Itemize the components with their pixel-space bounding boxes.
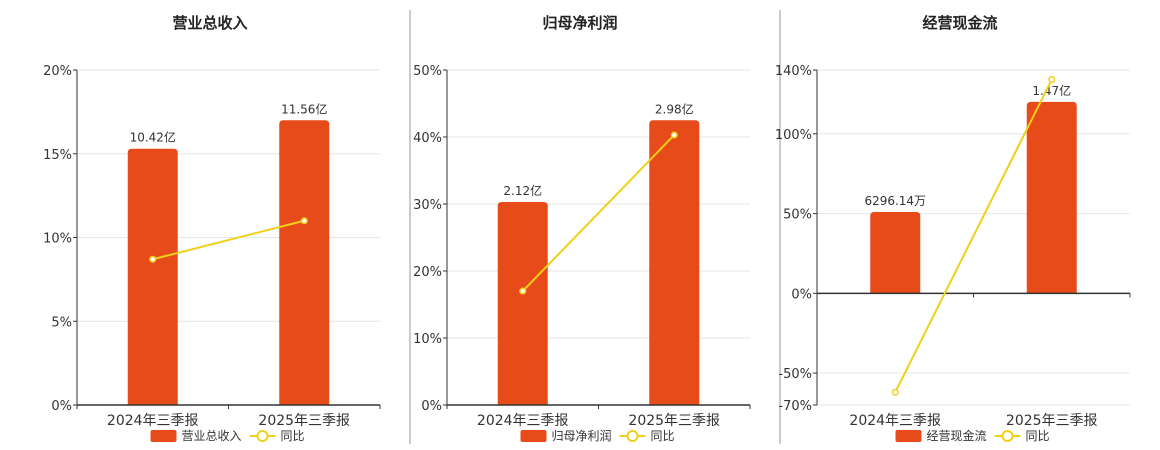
yoy-point	[670, 131, 678, 139]
legend-line-label: 同比	[281, 429, 305, 443]
bar	[497, 201, 548, 405]
yoy-line	[152, 219, 305, 261]
bar	[279, 120, 330, 405]
y-tick-label: 40%	[413, 131, 442, 146]
yoy-point	[891, 388, 899, 396]
bar-data-label: 11.56亿	[281, 101, 327, 116]
legend[interactable]: 经营现金流 同比	[895, 428, 1050, 443]
legend-bar-swatch	[895, 430, 922, 442]
chart-panel-3: 经营现金流 -70% -50% 0% 50% 100% 140% 6296.14万 1.47亿 2…	[775, 14, 1131, 443]
x-tick-label: 2025年三季报	[258, 413, 350, 429]
y-tick-label: 140%	[775, 64, 812, 79]
y-tick-label: 50%	[783, 208, 812, 223]
chart-panel-2: 归母净利润 0% 10% 20% 30% 40% 50% 2.12亿 2.98亿 2024年三季报…	[413, 14, 751, 443]
legend-bar-swatch	[520, 430, 547, 442]
y-tick-label: 50%	[413, 64, 442, 79]
y-tick-label: 100%	[775, 128, 812, 143]
x-tick-label: 2024年三季报	[477, 413, 569, 429]
legend-line-label: 同比	[1026, 429, 1050, 443]
chart-panel-1: 营业总收入 0% 5% 10% 15% 20% 10.42亿 11.56亿 2024年三季报 20…	[43, 14, 381, 443]
y-tick-label: 0%	[421, 399, 442, 414]
y-tick-label: -50%	[778, 367, 812, 382]
bar	[1026, 101, 1077, 294]
legend[interactable]: 归母净利润 同比	[520, 429, 675, 443]
bar	[649, 120, 700, 405]
chart-title: 营业总收入	[172, 14, 247, 32]
legend-bar-label: 归母净利润	[552, 429, 612, 443]
yoy-line	[522, 134, 675, 292]
legend-bar-label: 营业总收入	[182, 429, 242, 443]
bar	[127, 148, 178, 405]
yoy-point	[300, 217, 308, 225]
chart-title: 归母净利润	[542, 14, 617, 32]
yoy-point	[1048, 76, 1056, 84]
bar	[870, 211, 921, 294]
bar-data-label: 2.12亿	[503, 183, 542, 198]
legend-line-marker	[626, 430, 639, 442]
y-tick-label: 20%	[43, 64, 72, 79]
y-tick-label: 30%	[413, 198, 442, 213]
legend-bar-swatch	[150, 430, 177, 442]
y-tick-label: 10%	[413, 332, 442, 347]
legend[interactable]: 营业总收入 同比	[150, 429, 305, 443]
legend-line-marker	[256, 430, 269, 442]
bar-data-label: 2.98亿	[655, 101, 694, 116]
y-tick-label: 0%	[51, 399, 72, 414]
y-tick-label: 15%	[43, 148, 72, 163]
bar-data-label: 1.47亿	[1032, 83, 1071, 98]
legend-line-label: 同比	[651, 429, 675, 443]
legend-bar-label: 经营现金流	[927, 428, 987, 443]
bar-data-label: 10.42亿	[130, 130, 176, 145]
yoy-line	[894, 79, 1053, 393]
y-tick-label: 20%	[413, 265, 442, 280]
x-tick-label: 2024年三季报	[107, 413, 199, 429]
y-tick-label: 0%	[791, 287, 812, 302]
x-tick-label: 2024年三季报	[849, 413, 941, 429]
y-tick-label: 5%	[51, 315, 72, 330]
legend-line-marker	[1001, 430, 1014, 442]
bar-data-label: 6296.14万	[864, 194, 926, 208]
chart-title: 经营现金流	[922, 14, 997, 32]
x-tick-label: 2025年三季报	[1006, 413, 1098, 429]
yoy-point	[149, 255, 157, 263]
y-tick-label: 10%	[43, 232, 72, 247]
x-tick-label: 2025年三季报	[628, 413, 720, 429]
yoy-point	[519, 287, 527, 295]
y-tick-label: -70%	[778, 399, 812, 414]
